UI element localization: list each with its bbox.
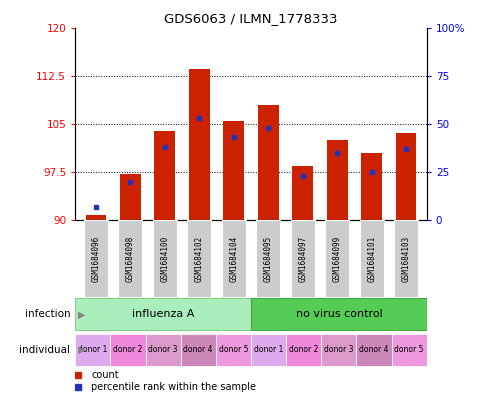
Text: GSM1684103: GSM1684103 xyxy=(401,235,410,281)
Text: ▶: ▶ xyxy=(77,309,85,320)
Bar xyxy=(215,334,251,365)
Bar xyxy=(187,220,211,297)
Text: GSM1684099: GSM1684099 xyxy=(332,235,341,281)
Bar xyxy=(290,220,314,297)
Text: donor 5: donor 5 xyxy=(218,345,248,354)
Text: GSM1684098: GSM1684098 xyxy=(125,235,135,281)
Text: donor 1: donor 1 xyxy=(78,345,107,354)
Text: GSM1684104: GSM1684104 xyxy=(229,235,238,281)
Bar xyxy=(251,299,426,330)
Text: GSM1684102: GSM1684102 xyxy=(195,235,203,281)
Text: donor 4: donor 4 xyxy=(183,345,212,354)
Bar xyxy=(180,334,215,365)
Text: no virus control: no virus control xyxy=(295,309,381,320)
Text: GSM1684095: GSM1684095 xyxy=(263,235,272,281)
Bar xyxy=(256,220,280,297)
Bar xyxy=(361,153,381,220)
Bar xyxy=(120,174,140,220)
Text: influenza A: influenza A xyxy=(132,309,194,320)
Bar xyxy=(145,334,180,365)
Text: donor 4: donor 4 xyxy=(359,345,388,354)
Text: donor 1: donor 1 xyxy=(253,345,283,354)
Bar xyxy=(189,69,209,220)
Bar xyxy=(152,220,177,297)
Text: individual: individual xyxy=(19,345,70,355)
Text: GSM1684101: GSM1684101 xyxy=(366,235,376,281)
Bar xyxy=(356,334,391,365)
Bar xyxy=(110,334,145,365)
Text: GSM1684097: GSM1684097 xyxy=(298,235,306,281)
Text: donor 3: donor 3 xyxy=(148,345,178,354)
Bar xyxy=(393,220,417,297)
Text: donor 2: donor 2 xyxy=(113,345,142,354)
Bar xyxy=(324,220,348,297)
Bar xyxy=(395,134,416,220)
Text: GSM1684100: GSM1684100 xyxy=(160,235,169,281)
Bar xyxy=(257,105,278,220)
Text: percentile rank within the sample: percentile rank within the sample xyxy=(91,382,256,392)
Text: donor 2: donor 2 xyxy=(288,345,318,354)
Bar xyxy=(286,334,320,365)
Bar xyxy=(326,140,347,220)
Text: donor 3: donor 3 xyxy=(323,345,353,354)
Bar xyxy=(391,334,426,365)
Text: count: count xyxy=(91,369,119,380)
Bar xyxy=(292,165,312,220)
Title: GDS6063 / ILMN_1778333: GDS6063 / ILMN_1778333 xyxy=(164,12,337,25)
Bar xyxy=(223,121,243,220)
Bar xyxy=(251,334,286,365)
Bar xyxy=(154,132,175,220)
Bar xyxy=(85,215,106,220)
Text: infection: infection xyxy=(25,309,70,320)
Bar xyxy=(118,220,142,297)
Bar xyxy=(75,299,251,330)
Bar xyxy=(84,220,108,297)
Text: GSM1684096: GSM1684096 xyxy=(91,235,100,281)
Bar xyxy=(320,334,356,365)
Text: ▶: ▶ xyxy=(77,345,85,355)
Text: donor 5: donor 5 xyxy=(393,345,423,354)
Bar xyxy=(221,220,245,297)
Bar xyxy=(75,334,110,365)
Bar xyxy=(359,220,383,297)
